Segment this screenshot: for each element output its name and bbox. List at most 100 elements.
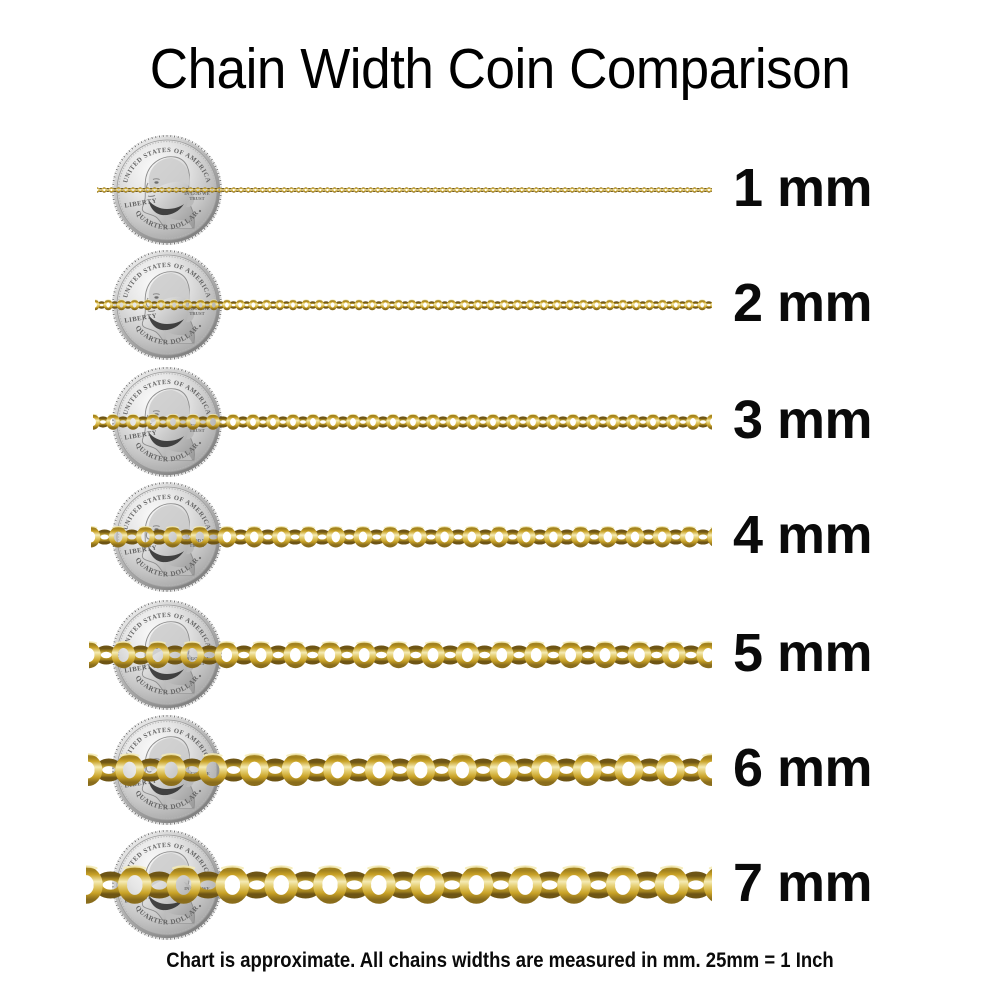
chain-link — [360, 187, 366, 193]
chain-link — [462, 526, 482, 548]
chain-link — [281, 187, 287, 193]
chain-link-highlight — [308, 413, 318, 416]
chain-link — [598, 187, 604, 193]
chain-link-highlight — [368, 413, 378, 416]
chain-link-highlight — [461, 299, 468, 301]
chain-link — [489, 526, 509, 548]
chain-link-highlight — [408, 299, 415, 301]
chain-link — [455, 641, 480, 669]
chain-link-highlight — [683, 525, 696, 529]
chain-link-highlight — [660, 753, 681, 757]
chain-link — [231, 529, 250, 545]
chain-link — [526, 414, 540, 430]
coin-reference: UNITED STATES OF AMERICA QUARTER DOLLAR LI… — [112, 250, 222, 360]
chain-link-highlight — [702, 753, 722, 757]
chain-width-label-2mm: 2 mm — [733, 273, 873, 333]
chain-link — [342, 187, 348, 193]
chain-link — [656, 753, 685, 786]
chain-link — [598, 526, 618, 548]
chain-link — [652, 526, 672, 548]
chain-link — [380, 299, 390, 311]
chain-link — [486, 414, 500, 430]
chain-link — [533, 187, 539, 193]
chain-link — [314, 187, 320, 193]
chain-link — [699, 187, 705, 193]
chain-link — [81, 526, 101, 548]
chain-link — [531, 753, 560, 786]
chain-link — [433, 299, 443, 311]
chain-link — [679, 645, 703, 665]
chain-link — [368, 187, 374, 193]
chain-link — [466, 301, 476, 309]
chain-link-highlight — [574, 525, 587, 529]
chain-link — [537, 187, 543, 193]
chain-link-highlight — [88, 413, 98, 416]
chain-link — [90, 299, 100, 311]
chain-link — [318, 641, 342, 669]
chain-link — [308, 301, 318, 309]
chain-link-highlight — [321, 641, 338, 644]
chain-link — [98, 187, 104, 193]
chain-link — [252, 187, 258, 193]
chain-link — [105, 187, 111, 193]
chain-link — [587, 187, 593, 193]
chain-link — [572, 753, 602, 786]
chain-link — [551, 187, 557, 193]
coin-reference: UNITED STATES OF AMERICA QUARTER DOLLAR LI… — [112, 135, 222, 245]
chain-link — [296, 187, 302, 193]
chain-link-highlight — [513, 865, 537, 870]
chain-link — [662, 641, 686, 669]
chain-link-highlight — [276, 299, 283, 301]
chain-link-highlight — [568, 413, 578, 416]
chain-link — [465, 187, 471, 193]
chain-link-highlight — [596, 641, 614, 644]
chain-link — [295, 301, 305, 309]
chain-link — [362, 866, 396, 904]
chain-link — [288, 871, 323, 899]
chain-link — [278, 187, 284, 193]
chain-link — [490, 641, 514, 669]
chain-link — [361, 301, 371, 309]
chain-link — [676, 416, 690, 428]
chain-link-highlight — [410, 753, 431, 757]
chain-link-highlight — [448, 299, 455, 301]
chain-link — [240, 753, 269, 786]
chain-link — [95, 529, 114, 545]
chain-link-highlight — [416, 865, 440, 870]
chain-link — [436, 416, 450, 428]
chain-link-highlight — [708, 865, 732, 870]
chain-link — [303, 187, 309, 193]
chain-link — [263, 187, 269, 193]
chain-link — [558, 641, 583, 669]
chain-link — [229, 301, 239, 309]
chain-link — [654, 866, 689, 904]
chain-link — [658, 299, 668, 311]
chain-link — [707, 526, 726, 548]
chain-link-highlight — [388, 413, 398, 416]
chain-link — [103, 299, 113, 311]
chain-link — [548, 187, 554, 193]
comparison-row: UNITED STATES OF AMERICA QUARTER DOLLAR LI… — [0, 830, 1000, 950]
chain-link — [677, 301, 687, 309]
chain-link — [627, 641, 652, 669]
chain-link — [364, 753, 394, 786]
chain-link-highlight — [618, 753, 639, 757]
chain-link — [299, 187, 305, 193]
chain-link — [406, 414, 420, 430]
chain-link — [540, 187, 546, 193]
chain-link — [508, 866, 542, 904]
coin-mintmark — [198, 324, 202, 328]
chain-width-label-6mm: 6 mm — [733, 738, 873, 798]
chain-link — [496, 416, 510, 428]
chain-link-highlight — [448, 413, 458, 416]
chain-link — [446, 299, 456, 311]
chain-link — [555, 187, 561, 193]
chain-link — [506, 414, 520, 430]
chain-link — [242, 301, 252, 309]
chain-link — [312, 529, 332, 545]
chain-link — [316, 416, 330, 428]
coin-reeded-edge — [112, 135, 222, 245]
chain-link — [350, 187, 356, 193]
chain-link — [97, 301, 107, 309]
chain-link — [101, 187, 107, 193]
